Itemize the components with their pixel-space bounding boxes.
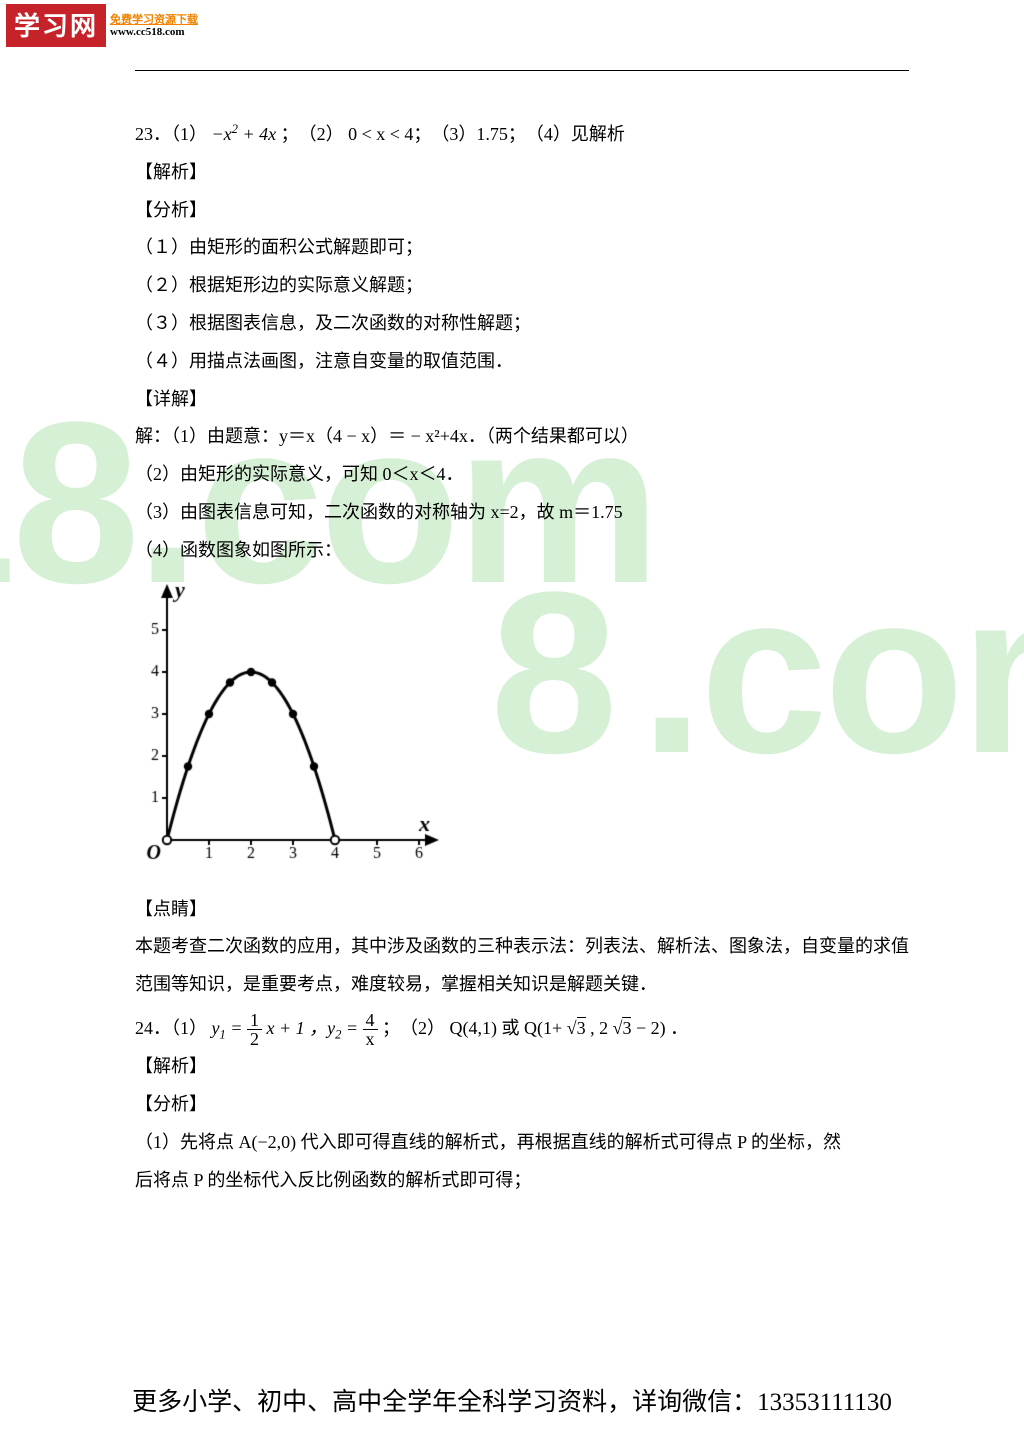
q24-c: , 2 (590, 1018, 608, 1038)
parabola-chart (125, 578, 909, 883)
solution-3: （3）由图表信息可知，二次函数的对称轴为 x=2，故 m＝1.75 (135, 494, 909, 532)
heading-fenxi-2: 【分析】 (135, 1086, 909, 1124)
q23-part-b: ； （2） 0 < x < 4； （3）1.75； （4）见解析 (281, 124, 625, 144)
q24-b: ； （2） Q(4,1) 或 Q(1+ (382, 1018, 562, 1038)
q24-frac-half: 12 (247, 1011, 262, 1048)
page-content: 23．（1） −x2 + 4x ； （2） 0 < x < 4； （3）1.75… (135, 70, 909, 1200)
q24-y2: ，y2 = (309, 1018, 362, 1038)
logo-sub: 免费学习资源下载 www.cc518.com (110, 14, 198, 38)
q23-part-a: 23．（1） (135, 124, 212, 144)
heading-dianjing: 【点睛】 (135, 891, 909, 929)
analysis-1: （１）由矩形的面积公式解题即可； (135, 229, 909, 267)
analysis-3: （３）根据图表信息，及二次函数的对称性解题； (135, 305, 909, 343)
logo-url: www.cc518.com (110, 26, 198, 38)
heading-jiexi-2: 【解析】 (135, 1048, 909, 1086)
p24-line-2: 后将点 P 的坐标代入反比例函数的解析式即可得； (135, 1162, 909, 1200)
dianjing-text: 本题考查二次函数的应用，其中涉及函数的三种表示法：列表法、解析法、图象法，自变量… (135, 928, 909, 1004)
q24-y1: y1 = (212, 1018, 247, 1038)
q24-header: 24．（1） y1 = 12 x + 1 ，y2 = 4x ； （2） Q(4,… (135, 1010, 909, 1048)
q24-frac-4x: 4x (363, 1011, 378, 1048)
heading-xiangjie: 【详解】 (135, 381, 909, 419)
site-logo: 学习网 免费学习资源下载 www.cc518.com (6, 4, 198, 47)
q23-expr: −x2 + 4x (212, 124, 277, 144)
q24-d: − 2) ． (636, 1018, 688, 1038)
analysis-4: （４）用描点法画图，注意自变量的取值范围． (135, 343, 909, 381)
solution-2: （2）由矩形的实际意义，可知 0＜x＜4． (135, 456, 909, 494)
q23-header: 23．（1） −x2 + 4x ； （2） 0 < x < 4； （3）1.75… (135, 116, 909, 154)
solution-4: （4）函数图象如图所示： (135, 532, 909, 570)
logo-tagline: 免费学习资源下载 (110, 14, 198, 26)
page-footer: 更多小学、初中、高中全学年全科学习资料，详询微信：13353111130 (0, 1382, 1024, 1418)
p24-line-1: （1）先将点 A(−2,0) 代入即可得直线的解析式，再根据直线的解析式可得点 … (135, 1124, 909, 1162)
q24-y1b: x + 1 (266, 1018, 304, 1038)
sqrt3-2: √3 (613, 1017, 632, 1038)
analysis-2: （２）根据矩形边的实际意义解题； (135, 267, 909, 305)
heading-jiexi: 【解析】 (135, 154, 909, 192)
heading-fenxi: 【分析】 (135, 192, 909, 230)
chart-canvas (125, 578, 445, 878)
solution-1: 解：（1）由题意：y＝x（4 − x）＝ − x²+4x．（两个结果都可以） (135, 418, 909, 456)
sqrt3-1: √3 (567, 1017, 586, 1038)
q24-a: 24．（1） (135, 1018, 212, 1038)
logo-text: 学习网 (6, 4, 106, 47)
